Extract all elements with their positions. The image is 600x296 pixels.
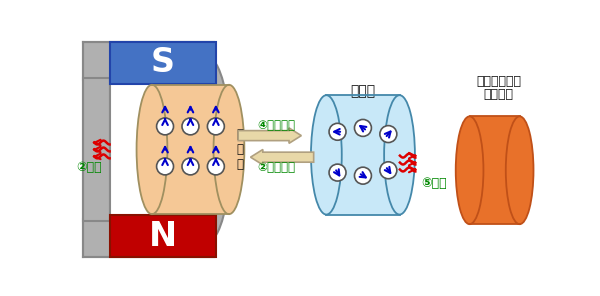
Circle shape xyxy=(355,167,371,184)
Circle shape xyxy=(380,162,397,179)
Text: N: N xyxy=(149,220,177,252)
Text: 磁性体: 磁性体 xyxy=(350,84,376,98)
Circle shape xyxy=(329,164,346,181)
Text: 水素など: 水素など xyxy=(484,88,514,101)
Circle shape xyxy=(157,158,173,175)
Ellipse shape xyxy=(384,95,415,215)
Circle shape xyxy=(380,126,397,143)
Circle shape xyxy=(182,158,199,175)
Bar xyxy=(110,215,216,257)
Bar xyxy=(326,95,400,215)
Text: 磁
性
体: 磁 性 体 xyxy=(236,128,243,171)
Text: S: S xyxy=(151,46,175,79)
Ellipse shape xyxy=(184,57,230,242)
Bar xyxy=(83,42,210,257)
Circle shape xyxy=(157,118,173,135)
Bar xyxy=(110,42,216,84)
Circle shape xyxy=(208,158,224,175)
Text: ⑤吸熱: ⑤吸熱 xyxy=(421,177,447,190)
FancyArrow shape xyxy=(251,149,314,165)
FancyArrow shape xyxy=(238,128,301,143)
Circle shape xyxy=(208,118,224,135)
Bar xyxy=(152,85,229,214)
Ellipse shape xyxy=(456,116,484,224)
Bar xyxy=(83,219,214,257)
Circle shape xyxy=(329,123,346,140)
Text: ②断熱励磁: ②断熱励磁 xyxy=(257,161,295,174)
Text: 冷やすものの: 冷やすものの xyxy=(476,75,521,88)
Ellipse shape xyxy=(137,85,167,214)
Ellipse shape xyxy=(311,95,342,215)
Bar xyxy=(110,80,210,219)
Ellipse shape xyxy=(214,85,244,214)
Bar xyxy=(83,78,110,221)
Text: ②放熱: ②放熱 xyxy=(76,161,101,174)
Ellipse shape xyxy=(506,116,533,224)
Bar xyxy=(470,116,520,224)
Circle shape xyxy=(355,120,371,136)
Circle shape xyxy=(182,118,199,135)
Text: ④断熱消磁: ④断熱消磁 xyxy=(257,119,295,132)
Bar xyxy=(83,42,214,80)
